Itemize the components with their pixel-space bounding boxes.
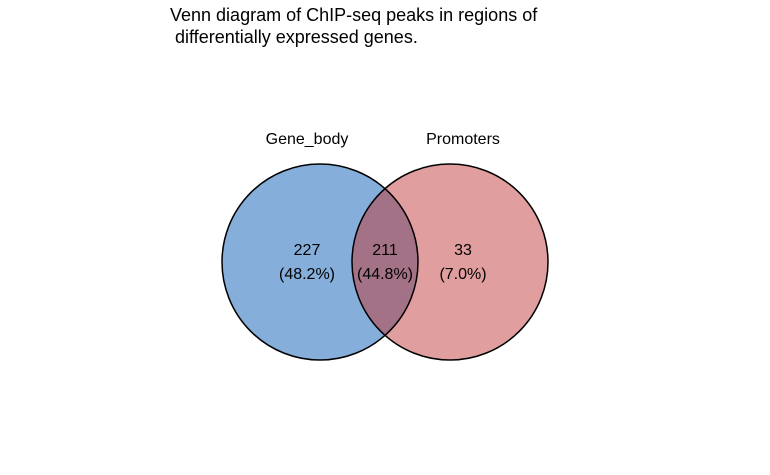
right-only-count: 33 [454, 242, 472, 259]
left-only-count: 227 [294, 242, 321, 259]
right-only-percent: (7.0%) [439, 266, 486, 283]
title-line-2: differentially expressed genes. [170, 27, 418, 47]
overlap-count: 211 [372, 242, 398, 259]
gene-body-outline [221, 163, 419, 361]
overlap-percent: (44.8%) [357, 266, 413, 283]
overlap-region [352, 164, 418, 360]
promoters-label: Promoters [426, 131, 500, 148]
left-only-percent: (48.2%) [279, 266, 335, 283]
diagram-title: Venn diagram of ChIP-seq peaks in region… [170, 4, 537, 48]
promoters-outline [351, 163, 549, 361]
gene-body-label: Gene_body [266, 131, 349, 148]
title-line-1: Venn diagram of ChIP-seq peaks in region… [170, 5, 538, 25]
